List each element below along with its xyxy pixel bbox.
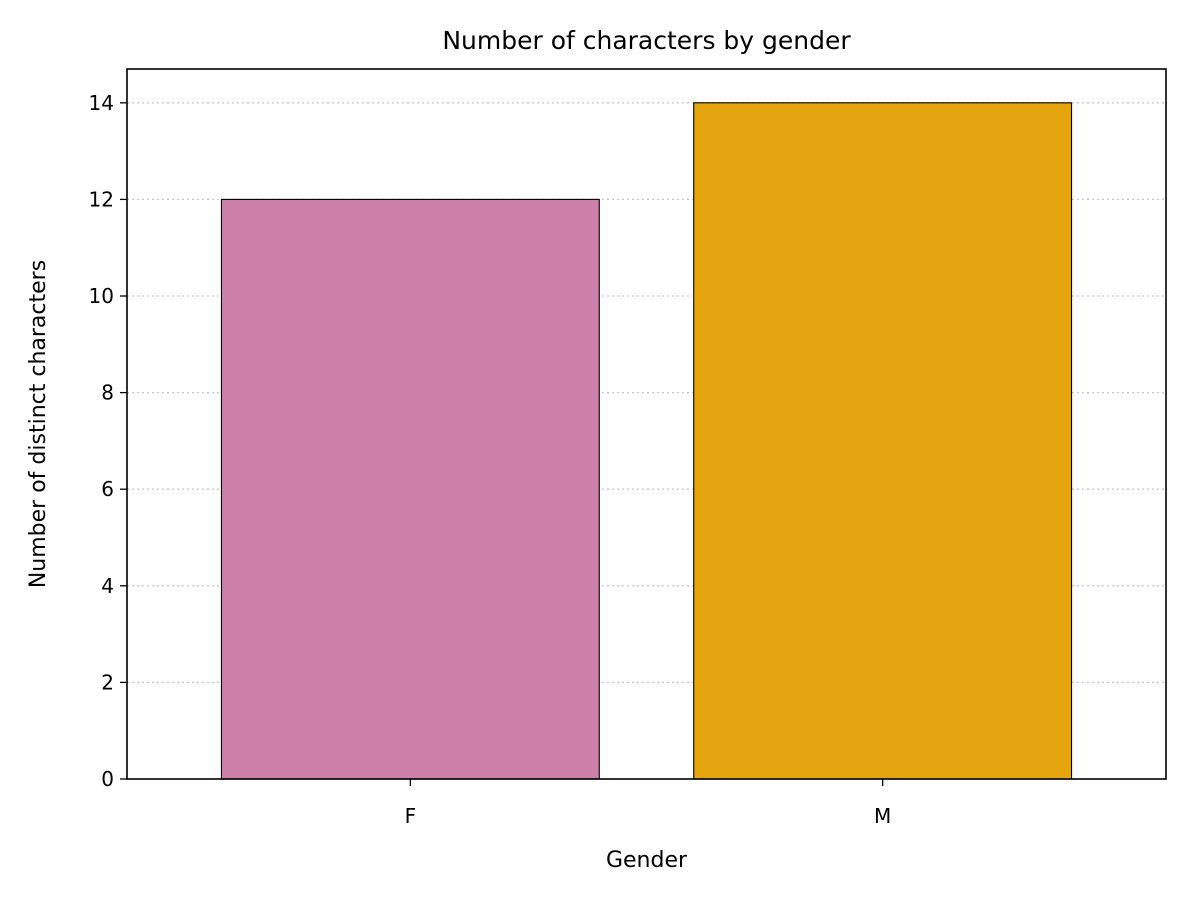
y-tick-label: 0: [101, 767, 114, 791]
bar-m: [693, 102, 1073, 780]
y-axis-ticks: 0 2 4 6 8 10 12 14: [89, 91, 127, 791]
y-tick-label: 4: [101, 574, 114, 598]
y-tick-label: 14: [89, 91, 114, 115]
x-axis-label: Gender: [606, 848, 688, 873]
y-tick-label: 2: [101, 670, 114, 694]
chart-title: Number of characters by gender: [442, 26, 851, 55]
y-tick-label: 10: [89, 284, 114, 308]
y-axis-label: Number of distinct characters: [26, 260, 51, 588]
x-tick-label: F: [405, 804, 417, 828]
y-tick-label: 8: [101, 381, 114, 405]
y-tick-label: 6: [101, 477, 114, 501]
x-tick-label: M: [874, 804, 891, 828]
plot-frame: [126, 68, 1167, 780]
y-tick-label: 12: [89, 187, 114, 211]
bar-f: [220, 198, 600, 780]
bars: [220, 102, 1073, 780]
